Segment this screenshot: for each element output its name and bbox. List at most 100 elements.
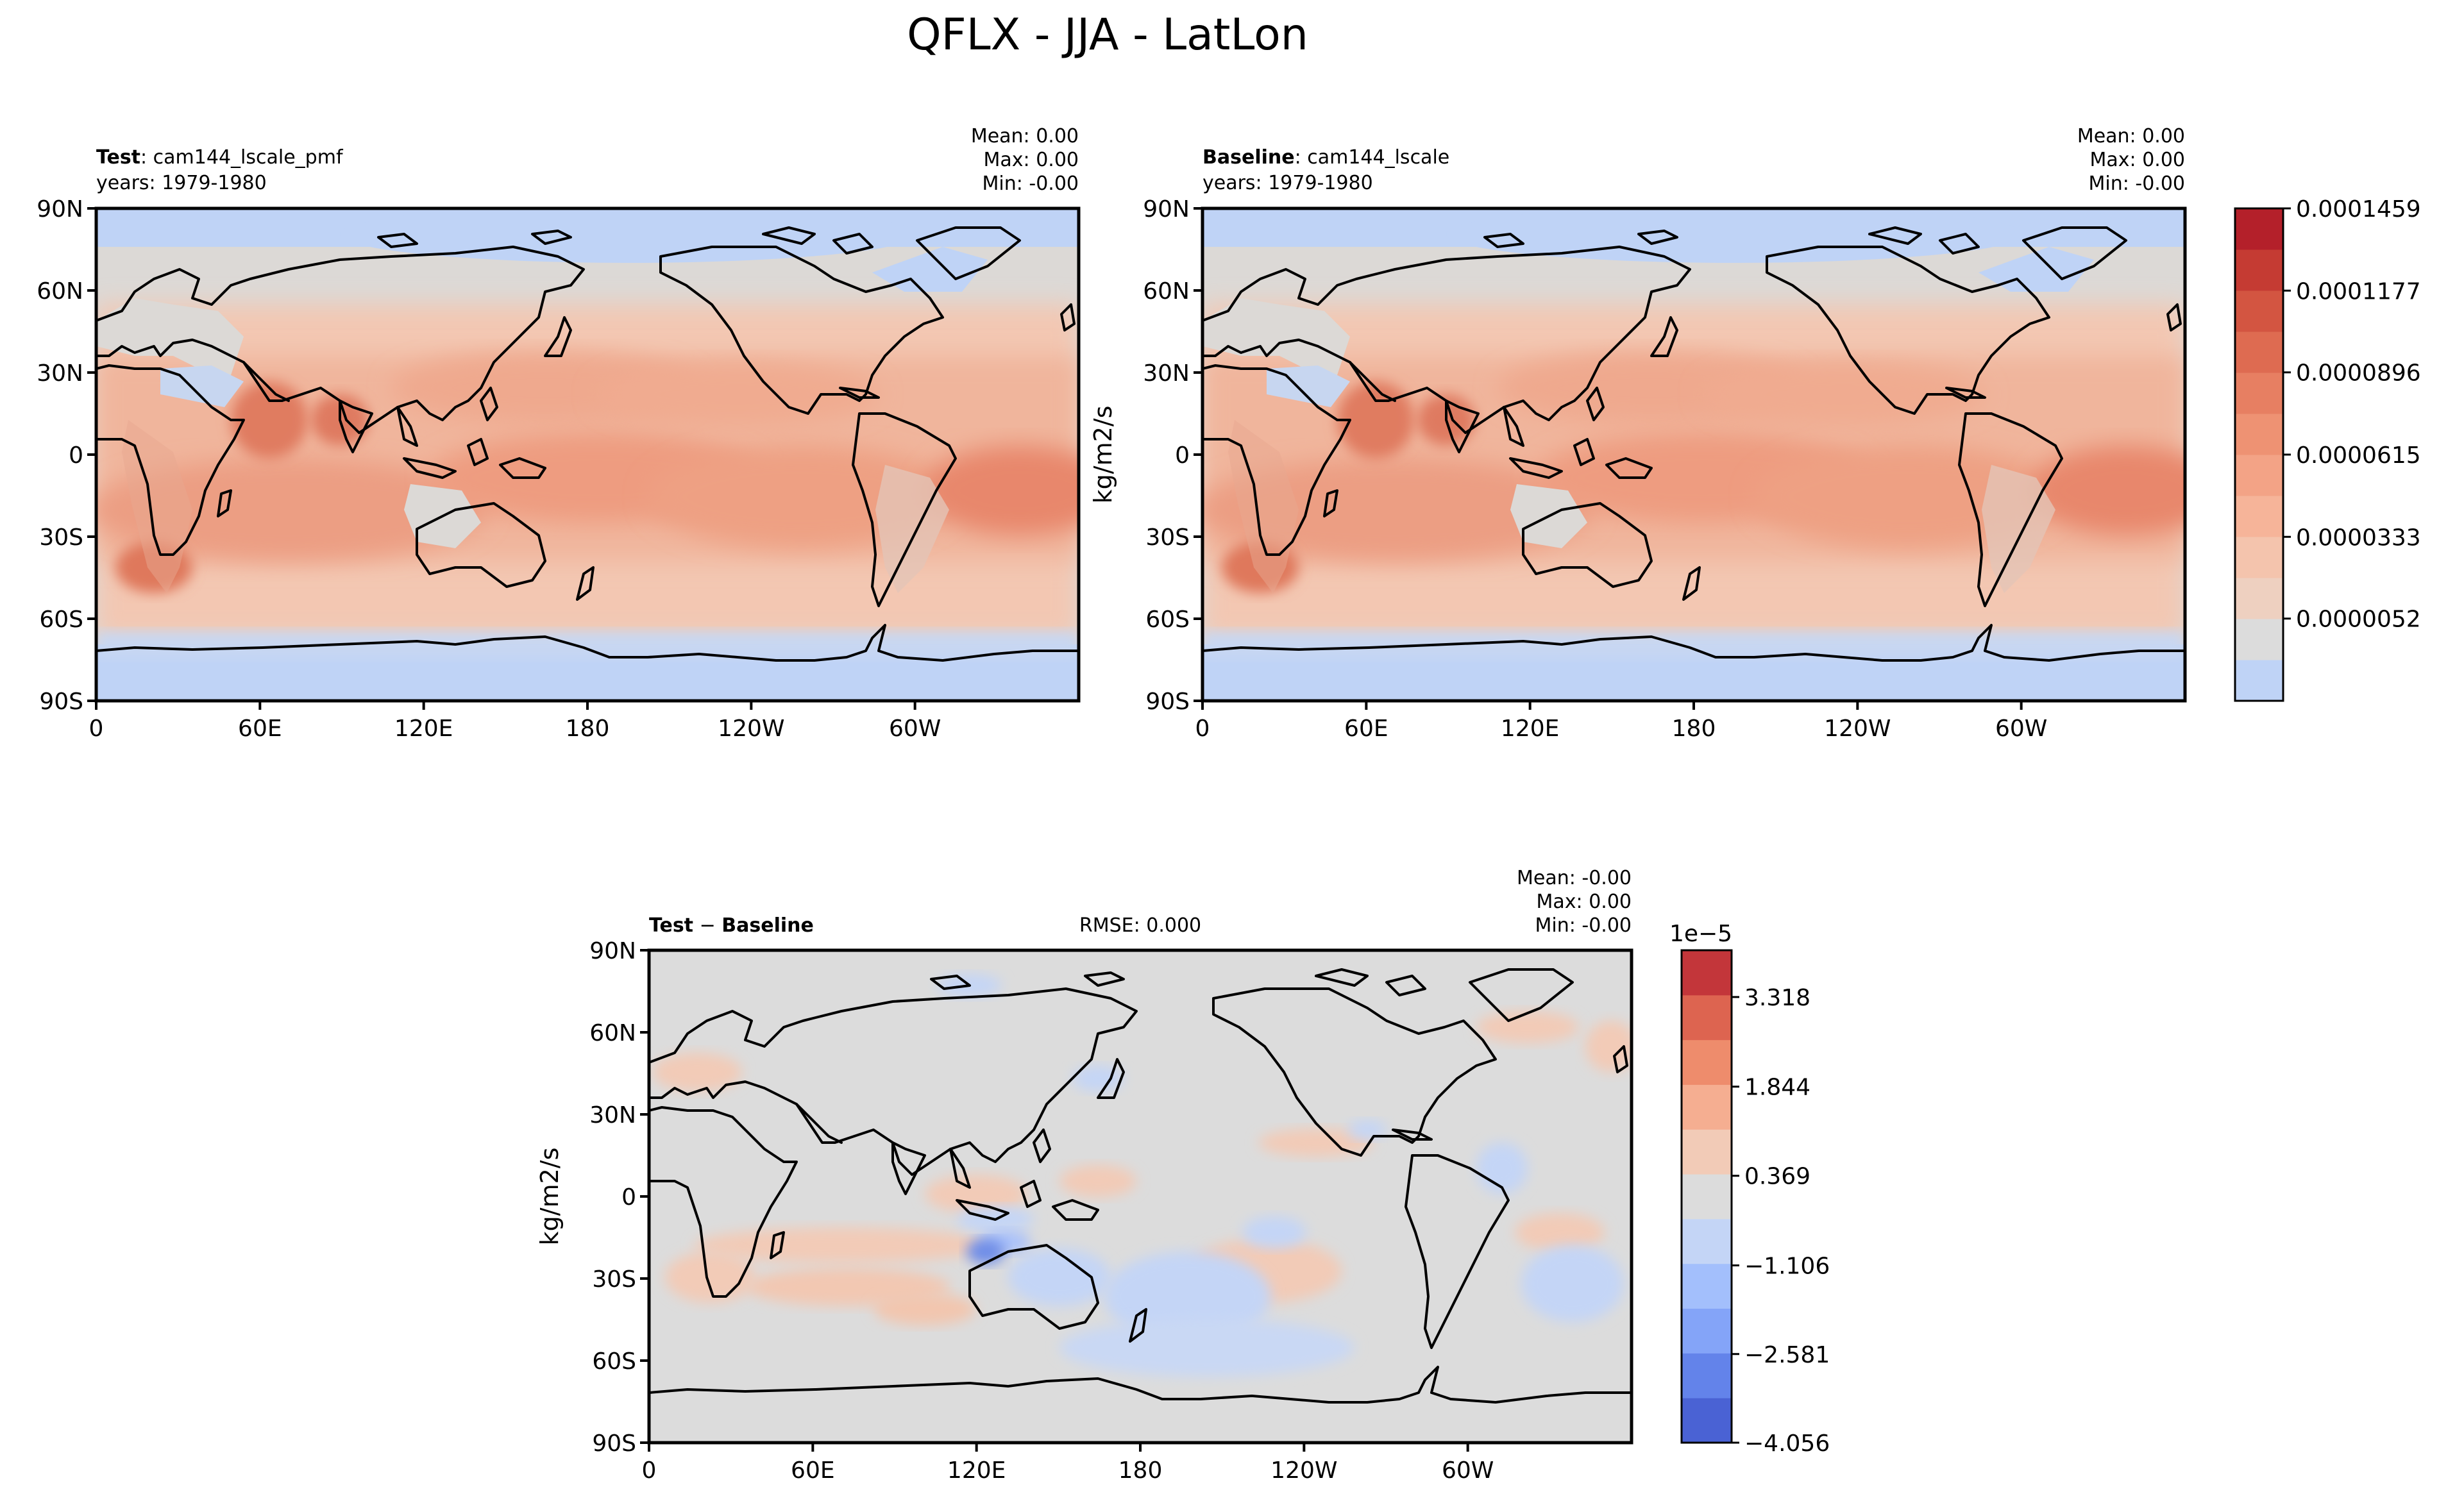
- panel-years: years: 1979-1980: [96, 172, 267, 194]
- colorbar-swatch: [1682, 950, 1732, 996]
- y-tick-label: 60N: [1143, 278, 1190, 305]
- colorbar-tick-label: 3.318: [1744, 985, 1810, 1011]
- y-tick-label: 30S: [39, 524, 83, 551]
- stat-min: Min: -0.00: [1535, 914, 1632, 937]
- y-tick-label: 60S: [1145, 607, 1190, 633]
- y-axis-label: kg/m2/s: [536, 1148, 564, 1246]
- x-tick-label: 120W: [718, 716, 784, 742]
- y-tick-label: 60N: [589, 1020, 636, 1046]
- colorbar-swatch: [2235, 496, 2283, 537]
- stat-max: Max: 0.00: [2090, 149, 2185, 171]
- colorbar-tick-label: 1.844: [1744, 1075, 1810, 1101]
- y-tick-label: 60N: [37, 278, 83, 305]
- y-tick-label: 0: [621, 1184, 636, 1211]
- panel-label: Test: cam144_lscale_pmf: [96, 146, 344, 169]
- y-tick-label: 90S: [39, 689, 83, 715]
- colorbar-swatch: [2235, 208, 2283, 250]
- panel-test: Test: cam144_lscale_pmf years: 1979-1980…: [37, 125, 1081, 742]
- stat-mean: Mean: -0.00: [1517, 867, 1632, 889]
- x-tick-label: 60W: [1442, 1457, 1494, 1484]
- colorbar-tick-label: 0.0000896: [2296, 360, 2421, 387]
- x-tick-label: 120E: [1501, 716, 1559, 742]
- stat-mean: Mean: 0.00: [2077, 125, 2185, 147]
- panel-label: Test − Baseline: [649, 914, 814, 937]
- colorbar-swatch: [2235, 660, 2283, 701]
- colorbar-swatch: [2235, 578, 2283, 619]
- colorbar-swatch: [1682, 1174, 1732, 1220]
- colorbar-swatch: [1682, 1263, 1732, 1309]
- y-tick-label: 60S: [592, 1348, 636, 1375]
- colorbar-tick-label: 0.0000615: [2296, 442, 2421, 469]
- y-tick-label: 30S: [592, 1266, 636, 1293]
- stat-min: Min: -0.00: [2089, 172, 2186, 195]
- colorbar-swatch: [1682, 1308, 1732, 1354]
- panel-years: years: 1979-1980: [1202, 172, 1373, 194]
- y-axis-label: kg/m2/s: [1089, 406, 1117, 504]
- x-tick-label: 120W: [1270, 1457, 1337, 1484]
- y-tick-label: 90S: [592, 1430, 636, 1457]
- y-tick-label: 60S: [39, 607, 83, 633]
- y-tick-label: 30S: [1145, 524, 1190, 551]
- y-tick-label: 90S: [1145, 689, 1190, 715]
- x-tick-label: 180: [1118, 1457, 1163, 1484]
- y-tick-label: 30N: [37, 360, 83, 387]
- colorbar-tick-label: 0.369: [1744, 1164, 1810, 1190]
- stat-max: Max: 0.00: [1537, 891, 1632, 913]
- colorbar-swatch: [1682, 1129, 1732, 1175]
- x-tick-label: 60E: [1344, 716, 1388, 742]
- stat-mean: Mean: 0.00: [971, 125, 1079, 147]
- x-tick-label: 60W: [1995, 716, 2047, 742]
- colorbar-swatch: [1682, 994, 1732, 1041]
- x-tick-label: 120W: [1824, 716, 1891, 742]
- colorbar-top: 0.0001459 0.0001177 0.0000896 0.0000615 0.00…: [2234, 196, 2421, 702]
- rmse-label: RMSE: 0.000: [1079, 914, 1201, 937]
- colorbar-tick-label: 0.0000052: [2296, 607, 2421, 633]
- colorbar-tick-label: 0.0001459: [2296, 196, 2421, 222]
- y-tick-label: 0: [1175, 442, 1190, 469]
- y-tick-label: 30N: [1143, 360, 1190, 387]
- colorbar-swatch: [2235, 331, 2283, 373]
- x-tick-label: 60E: [238, 716, 282, 742]
- colorbar-swatch: [2235, 249, 2283, 291]
- stat-min: Min: -0.00: [983, 172, 1079, 195]
- colorbar-tick-label: 0.0000333: [2296, 524, 2421, 551]
- colorbar-swatch: [2235, 414, 2283, 455]
- x-tick-label: 120E: [947, 1457, 1006, 1484]
- colorbar-swatch: [1682, 1039, 1732, 1085]
- colorbar-swatch: [1682, 1218, 1732, 1264]
- colorbar-diff: 3.318 1.844 0.369 −1.106 −2.581 −4.056: [1680, 949, 1830, 1457]
- colorbar-tick-label: 0.0001177: [2296, 278, 2421, 305]
- x-tick-label: 0: [89, 716, 104, 742]
- colorbar-swatch: [2235, 455, 2283, 496]
- figure-title: QFLX - JJA - LatLon: [907, 10, 1308, 60]
- panel-diff: Test − Baseline RMSE: 0.000 Mean: -0.00 …: [536, 867, 1633, 1484]
- x-tick-label: 60E: [791, 1457, 835, 1484]
- colorbar-tick-label: −4.056: [1744, 1430, 1830, 1457]
- x-tick-label: 120E: [394, 716, 453, 742]
- x-tick-label: 180: [1672, 716, 1716, 742]
- y-tick-label: 0: [69, 442, 83, 469]
- panel-label: Baseline: cam144_lscale: [1202, 146, 1449, 169]
- colorbar-swatch: [1682, 1084, 1732, 1130]
- y-tick-label: 90N: [37, 196, 83, 222]
- stat-max: Max: 0.00: [984, 149, 1079, 171]
- y-tick-label: 30N: [589, 1102, 636, 1128]
- y-tick-label: 90N: [589, 938, 636, 964]
- colorbar-swatch: [2235, 537, 2283, 578]
- x-tick-label: 0: [642, 1457, 657, 1484]
- colorbar-swatch: [2235, 290, 2283, 332]
- colorbar-frame: [1680, 949, 1733, 1444]
- colorbar-tick-label: −2.581: [1744, 1342, 1830, 1368]
- colorbar-swatch: [1682, 1353, 1732, 1398]
- colorbar-swatch: [2235, 619, 2283, 660]
- colorbar-scale-label: 1e−5: [1669, 921, 1732, 947]
- colorbar-swatch: [1682, 1398, 1732, 1443]
- y-tick-label: 90N: [1143, 196, 1190, 222]
- x-tick-label: 180: [566, 716, 610, 742]
- colorbar-swatch: [2235, 373, 2283, 414]
- panel-baseline: Baseline: cam144_lscale years: 1979-1980…: [1089, 125, 2187, 742]
- x-tick-label: 60W: [889, 716, 941, 742]
- x-tick-label: 0: [1195, 716, 1210, 742]
- colorbar-tick-label: −1.106: [1744, 1254, 1830, 1280]
